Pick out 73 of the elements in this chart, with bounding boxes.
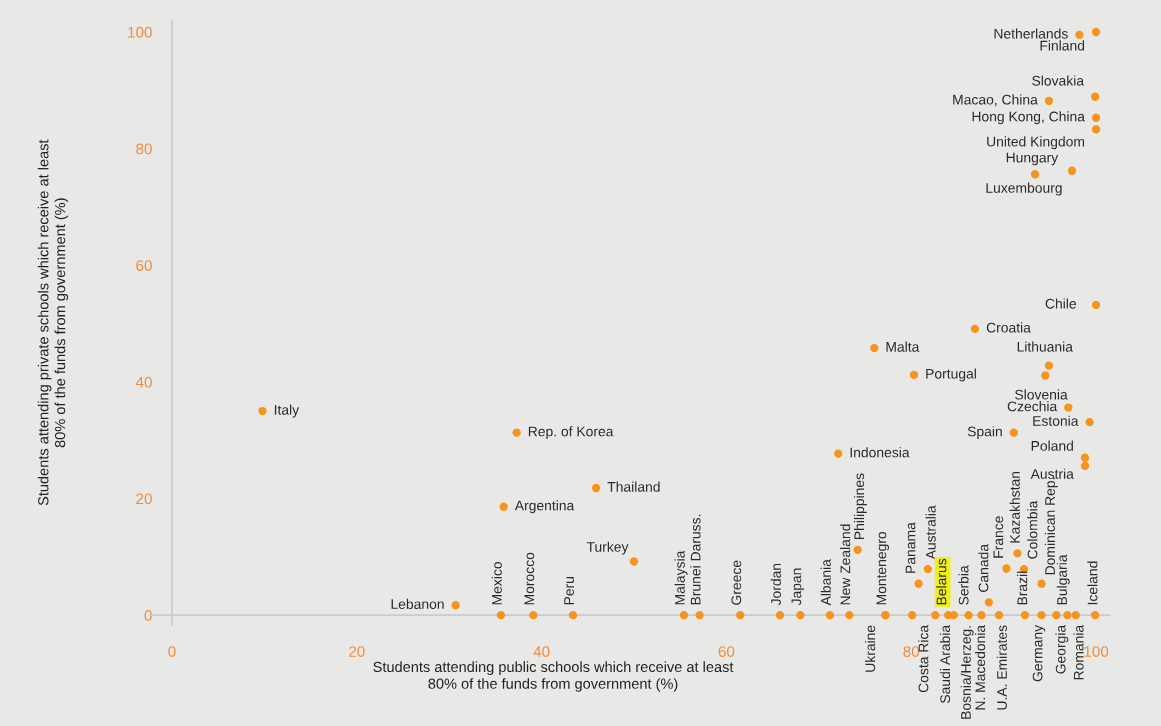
annotation: Slovenia: [1015, 389, 1068, 400]
y-tick-label: 0: [144, 610, 152, 621]
annotation: Bulgaria: [1056, 554, 1070, 605]
annotation: U.A. Emirates: [996, 625, 1007, 710]
annotation: Morocco: [524, 552, 535, 605]
annotation: Australia: [925, 505, 936, 560]
y-tick-label: 40: [135, 376, 152, 388]
annotation: Czechia: [1007, 401, 1058, 412]
annotation: Poland: [1031, 440, 1073, 451]
annotation: Bosnia/Herzeg.: [960, 626, 974, 719]
annotation: Canada: [978, 543, 989, 592]
annotation: Indonesia: [850, 447, 910, 458]
y-tick-label: 100: [128, 26, 152, 38]
x-tick-label: 60: [718, 646, 735, 657]
annotation: Lithuania: [1017, 341, 1073, 352]
x-tick-label: 80: [903, 646, 920, 657]
annotation: Austria: [1030, 468, 1074, 479]
annotation: Greece: [731, 560, 742, 605]
x-axis-title: Students attending public schools which receive at least 80% of the funds from government (%): [373, 661, 734, 692]
annotation: Argentina: [514, 500, 575, 514]
annotation: Brazil: [1017, 571, 1028, 605]
x-tick-label: 0: [168, 646, 176, 657]
x-tick-label: 20: [349, 646, 365, 657]
annotation: Italy: [274, 404, 300, 418]
annotation: Philippines: [853, 473, 867, 539]
annotation: Thailand: [607, 481, 660, 492]
annotation: Ukraine: [865, 625, 876, 672]
annotation: Malta: [886, 341, 920, 352]
annotation: Japan: [791, 568, 805, 606]
annotation: New Zealand: [840, 524, 851, 605]
annotation: Romania: [1073, 624, 1084, 680]
annotation: Lebanon: [391, 598, 444, 609]
annotation: Chile: [1045, 298, 1076, 309]
annotation: Portugal: [926, 368, 976, 382]
annotation: Turkey: [586, 541, 629, 555]
annotation: Hong Kong, China: [972, 111, 1085, 125]
y-tick-label: 20: [136, 493, 152, 505]
annotation: Costa Rica: [918, 624, 929, 693]
x-tick-label: 40: [533, 646, 550, 657]
annotation: Georgia: [1055, 624, 1069, 674]
y-tick-label: 60: [136, 260, 152, 271]
annotation: Brunei Daruss.: [690, 514, 701, 605]
annotation: Colombia: [1027, 500, 1038, 559]
annotation: Hungary: [1006, 152, 1059, 166]
annotation: Luxembourg: [986, 182, 1062, 196]
annotation: Croatia: [986, 322, 1031, 333]
y-axis-title: Students attending private schools which receive at least 80% of the funds from government (%): [37, 139, 69, 506]
annotation: Peru: [564, 577, 574, 605]
annotation: Malaysia: [674, 550, 688, 605]
annotation: N. Macedonia: [974, 624, 986, 710]
annotation: Montenegro: [876, 531, 890, 605]
annotation: Slovakia: [1032, 75, 1085, 86]
annotation: Netherlands: [994, 28, 1068, 39]
y-tick-label: 80: [136, 143, 152, 155]
x-tick-label: 100: [1084, 646, 1109, 657]
annotation: Spain: [967, 426, 1002, 440]
annotation: Mexico: [491, 562, 502, 605]
annotation: Panama: [905, 522, 916, 573]
annotation: Saudi Arabia: [939, 624, 951, 704]
annotation: Kazakhstan: [1009, 471, 1020, 543]
annotation: Serbia: [958, 565, 969, 605]
annotation: United Kingdom: [987, 136, 1085, 150]
annotation: Germany: [1032, 624, 1046, 682]
annotation: Dominican Rep.: [1044, 477, 1058, 575]
annotation: Rep. of Korea: [528, 426, 614, 440]
annotation: Iceland: [1087, 561, 1098, 605]
annotation: Macao, China: [953, 94, 1038, 107]
annotation: Jordan: [770, 563, 781, 606]
annotation: Albania: [820, 559, 831, 606]
annotation: Finland: [1040, 40, 1085, 51]
annotation: Belarus: [936, 558, 947, 605]
annotation: Estonia: [1033, 415, 1079, 426]
annotation: France: [993, 516, 1004, 558]
